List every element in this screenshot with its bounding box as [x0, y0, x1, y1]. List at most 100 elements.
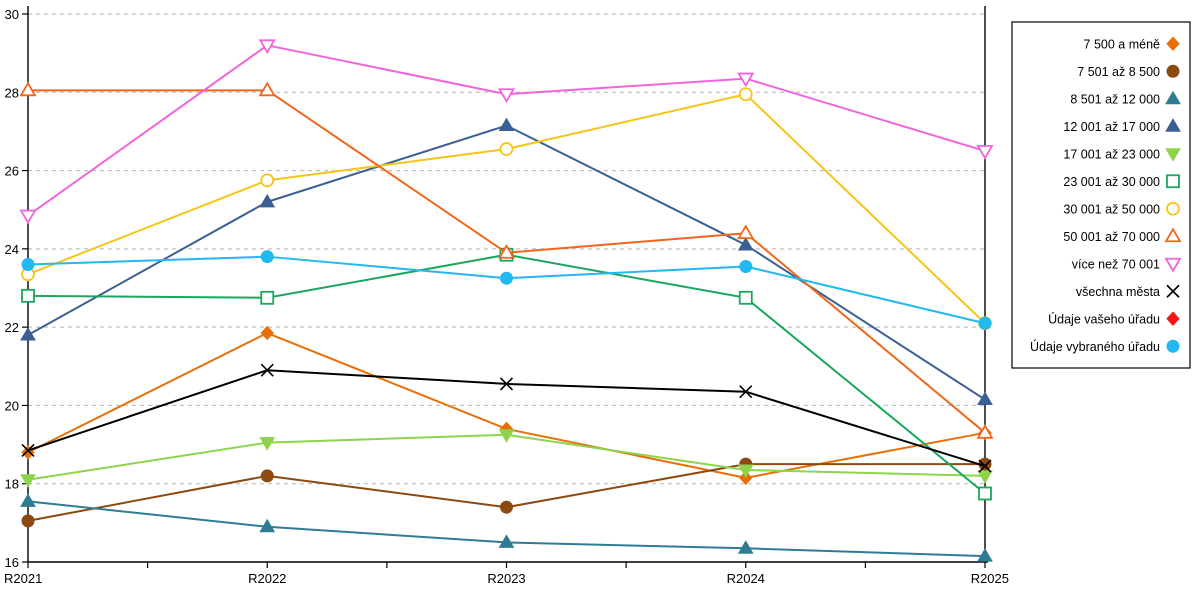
data-point-marker	[978, 486, 992, 501]
legend-item[interactable]: 23 001 až 30 000	[1063, 174, 1180, 189]
legend-item[interactable]: 8 501 až 12 000	[1070, 90, 1181, 107]
y-axis-tick-label: 24	[5, 242, 19, 257]
data-series-layer	[19, 39, 994, 562]
data-point-marker	[20, 326, 36, 341]
y-axis-tick-label: 20	[5, 398, 19, 413]
legend-item[interactable]: Údaje vybraného úřadu	[1030, 339, 1180, 354]
data-point-marker	[1166, 284, 1180, 298]
data-point-marker	[1164, 227, 1182, 243]
series-8	[19, 39, 994, 225]
legend-item-label: 12 001 až 17 000	[1063, 120, 1160, 134]
legend-box	[1011, 21, 1191, 369]
y-axis-tick-label: 22	[5, 320, 19, 335]
data-point-marker	[497, 88, 516, 104]
legend-marker-icon	[1165, 118, 1181, 132]
legend-marker-icon	[1165, 90, 1181, 105]
data-point-marker	[21, 258, 35, 272]
data-point-marker	[1166, 64, 1180, 78]
legend-item-label: 7 501 až 8 500	[1077, 65, 1160, 79]
data-point-marker	[739, 259, 753, 273]
data-point-marker	[1166, 201, 1180, 216]
data-point-marker	[258, 81, 276, 97]
legend-item[interactable]: 7 500 a méně	[1084, 36, 1180, 51]
legend-item-label: 17 001 až 23 000	[1063, 147, 1160, 161]
data-point-marker	[1166, 311, 1180, 326]
legend-item-label: 50 001 až 70 000	[1063, 230, 1160, 244]
axes	[22, 6, 988, 568]
data-point-marker	[499, 142, 514, 156]
data-point-marker	[498, 534, 515, 548]
data-point-marker	[21, 288, 35, 303]
data-point-marker	[260, 290, 275, 305]
legend-item[interactable]: 50 001 až 70 000	[1063, 227, 1182, 244]
legend-item[interactable]: 30 001 až 50 000	[1063, 201, 1180, 216]
x-axis-tick-label: R2022	[248, 571, 286, 586]
y-axis-tick-label: 16	[5, 555, 19, 570]
legend-item[interactable]: Údaje vašeho úřadu	[1048, 311, 1180, 326]
data-point-marker	[738, 87, 753, 102]
data-point-marker	[498, 117, 515, 132]
data-point-marker	[978, 316, 992, 330]
legend-item[interactable]: 17 001 až 23 000	[1063, 147, 1181, 162]
series-9	[21, 363, 992, 473]
data-point-marker	[260, 469, 274, 483]
data-point-marker	[500, 500, 513, 514]
x-axis-tick-labels: R2021 R2022 R2023 R2024 R2025	[4, 571, 1009, 586]
data-point-marker	[497, 243, 516, 259]
legend-item[interactable]: více než 70 001	[1072, 257, 1182, 273]
series-2	[20, 493, 993, 562]
legend-item-label: více než 70 001	[1072, 257, 1160, 271]
data-point-marker	[977, 470, 993, 484]
legend-marker-icon	[1166, 174, 1180, 189]
series-3	[20, 117, 993, 406]
data-point-marker	[21, 443, 35, 458]
series-11	[21, 250, 992, 330]
data-point-marker	[260, 250, 274, 264]
data-point-marker	[977, 548, 993, 562]
data-point-marker	[737, 540, 754, 554]
data-point-marker	[1164, 257, 1182, 273]
data-point-marker	[976, 424, 994, 439]
series-4	[20, 429, 993, 488]
data-point-marker	[1166, 339, 1180, 353]
data-point-marker	[1166, 36, 1180, 51]
legend-item[interactable]: 7 501 až 8 500	[1077, 64, 1180, 79]
legend-item-label: všechna města	[1076, 285, 1160, 299]
legend-marker-icon	[1164, 227, 1182, 243]
legend-item-label: 8 501 až 12 000	[1070, 92, 1160, 106]
y-axis-tick-label: 26	[5, 164, 19, 179]
data-point-marker	[977, 391, 993, 406]
data-point-marker	[498, 429, 515, 443]
data-point-marker	[19, 209, 37, 225]
data-point-marker	[739, 385, 753, 399]
data-point-marker	[738, 290, 753, 305]
legend-marker-icon	[1166, 64, 1180, 78]
data-point-marker	[1165, 148, 1181, 162]
legend-marker-icon	[1165, 148, 1181, 162]
data-point-marker	[737, 464, 754, 479]
x-axis-tick-label: R2024	[727, 571, 765, 586]
data-point-marker	[19, 81, 37, 97]
legend-item-label: Údaje vybraného úřadu	[1030, 339, 1160, 354]
data-point-marker	[500, 271, 513, 285]
y-axis-tick-label: 28	[5, 85, 19, 100]
series-line	[27, 124, 986, 401]
data-point-marker	[259, 437, 276, 451]
data-point-marker	[258, 39, 276, 55]
y-axis-tick-label: 30	[5, 7, 19, 22]
legend: 7 500 a méně 7 501 až 8 500 8 501 až 12 00…	[1011, 21, 1191, 369]
data-point-marker	[260, 363, 274, 377]
legend-marker-icon	[1164, 257, 1182, 273]
data-point-marker	[978, 459, 992, 473]
legend-item-label: 7 500 a méně	[1084, 37, 1160, 51]
data-point-marker	[259, 193, 276, 208]
data-point-marker	[737, 236, 754, 251]
legend-item[interactable]: 12 001 až 17 000	[1063, 118, 1181, 134]
legend-item[interactable]: všechna města	[1076, 284, 1180, 299]
x-axis-tick-label: R2025	[971, 571, 1009, 586]
data-point-marker	[1165, 118, 1181, 132]
legend-item-label: Údaje vašeho úřadu	[1048, 311, 1160, 326]
legend-marker-icon	[1166, 201, 1180, 216]
legend-marker-icon	[1166, 339, 1180, 353]
